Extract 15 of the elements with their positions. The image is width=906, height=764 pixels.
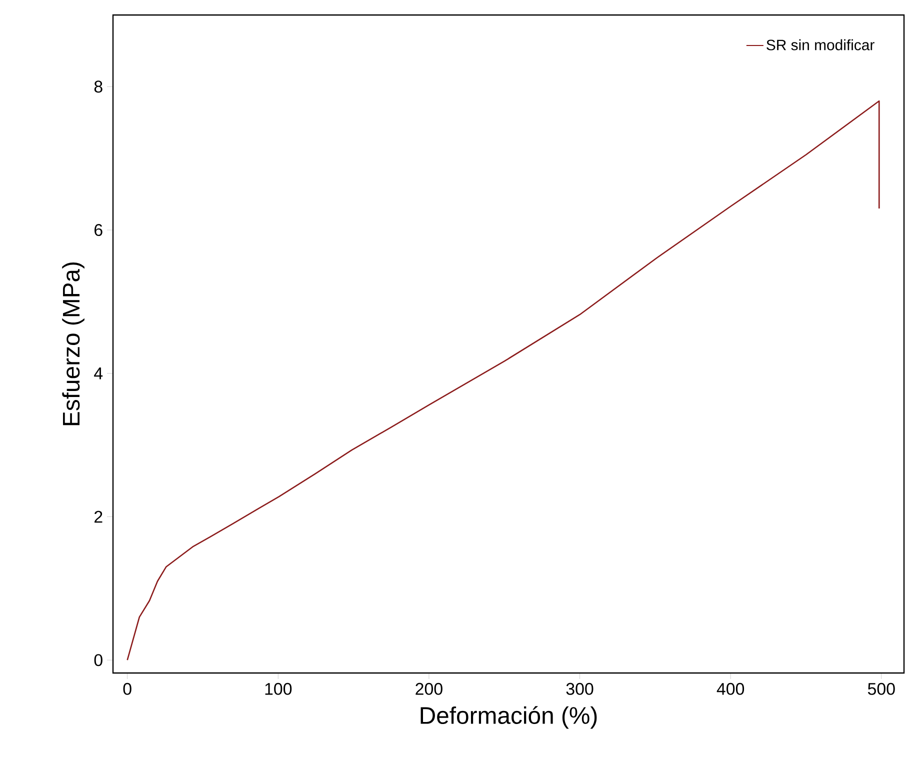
x-tick-label: 200 [416,682,442,695]
x-tick-label: 100 [265,682,292,695]
x-tick-label: 300 [566,682,594,695]
x-tick-label: 0 [123,682,132,695]
line-series [126,100,880,661]
y-tick-label: 4 [94,368,103,380]
y-tick-label: 6 [94,224,102,236]
y-tick-label: 0 [94,654,102,666]
x-tick-label: 400 [716,682,744,695]
x-tick-label: 500 [868,682,895,695]
y-tick-label: 2 [94,510,102,523]
x-axis-title: Deformación (%) [420,706,597,729]
y-tick-label: 8 [94,80,102,93]
legend-label: SR sin modificar [766,39,874,50]
y-axis-title: Esfuerzo (MPa) [62,262,84,426]
